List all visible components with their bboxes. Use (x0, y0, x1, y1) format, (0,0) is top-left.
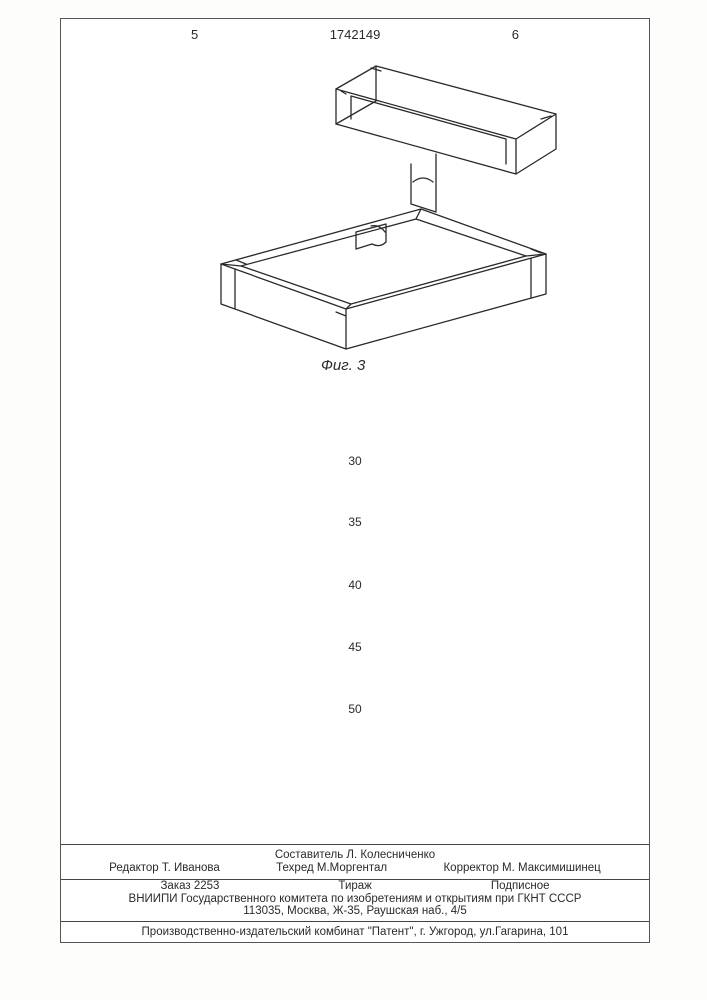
header-center: 1742149 (330, 27, 381, 42)
corrector: Корректор М. Максимишинец (443, 862, 600, 874)
composer-label: Составитель (275, 849, 343, 861)
order: Заказ 2253 (160, 880, 219, 892)
line-number: 40 (348, 578, 361, 592)
editor: Редактор Т. Иванова (109, 862, 220, 874)
credits-row: Редактор Т. Иванова Техред М.Моргентал К… (61, 861, 649, 875)
composer-name: Л. Колесниченко (346, 849, 435, 861)
techred: Техред М.Моргентал (276, 862, 387, 874)
line-number: 45 (348, 640, 361, 654)
page-frame: 5 1742149 6 (60, 18, 650, 943)
subscription: Подписное (491, 880, 550, 892)
figure-caption: Фиг. 3 (321, 357, 365, 374)
header-right: 6 (512, 27, 519, 42)
order-block: Заказ 2253 Тираж Подписное ВНИИПИ Госуда… (61, 879, 649, 922)
tirazh: Тираж (338, 880, 371, 892)
footer-text: Производственно-издательский комбинат "П… (61, 926, 649, 938)
line-number: 30 (348, 454, 361, 468)
line-number: 50 (348, 702, 361, 716)
org-line-2: 113035, Москва, Ж-35, Раушская наб., 4/5 (61, 905, 649, 917)
org-line-1: ВНИИПИ Государственного комитета по изоб… (61, 893, 649, 905)
figure-box-drawing (161, 54, 581, 354)
order-row: Заказ 2253 Тираж Подписное (61, 879, 649, 893)
composer-line: Составитель Л. Колесниченко (61, 849, 649, 861)
line-number: 35 (348, 515, 361, 529)
header-left: 5 (191, 27, 198, 42)
credits-block: Составитель Л. Колесниченко Редактор Т. … (61, 844, 649, 880)
